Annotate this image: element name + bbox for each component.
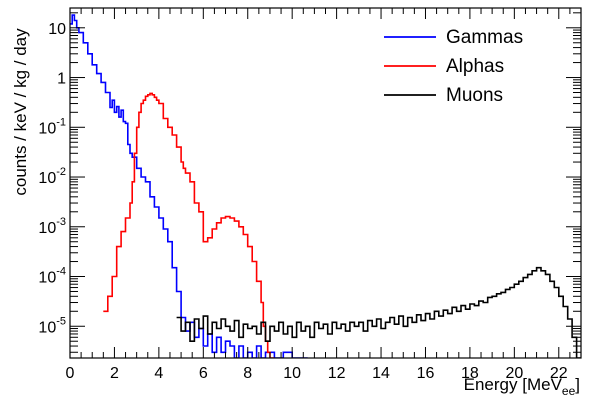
x-tick-label: 8 (243, 365, 252, 382)
series-line-alphas (103, 92, 275, 358)
y-tick-label: 10-5 (38, 315, 66, 336)
x-axis-title-main: Energy [MeV (464, 375, 563, 394)
x-axis-title-close: ] (575, 375, 580, 394)
legend-label-gammas: Gammas (446, 27, 523, 48)
x-tick-label: 18 (461, 365, 479, 382)
legend: Gammas Alphas Muons (384, 27, 523, 106)
y-tick-label: 10 (48, 21, 66, 38)
y-tick-label: 10-3 (38, 216, 66, 237)
series-line-muons (176, 266, 581, 358)
x-tick-label: 10 (283, 365, 301, 382)
x-axis-title: Energy [MeVee] (464, 375, 580, 398)
x-tick-label: 16 (417, 365, 435, 382)
x-tick-label: 20 (505, 365, 523, 382)
x-tick-label: 0 (66, 365, 75, 382)
y-axis-title: counts / keV / kg / day (11, 28, 30, 196)
y-tick-label: 10-2 (38, 166, 66, 187)
x-tick-label: 14 (372, 365, 390, 382)
x-tick-label: 12 (328, 365, 346, 382)
series-line-gammas (70, 14, 308, 358)
x-axis-title-subscript: ee (562, 384, 576, 398)
x-tick-label: 6 (199, 365, 208, 382)
y-tick-label: 10-1 (38, 116, 66, 137)
series-layer (70, 14, 581, 358)
plot-border (69, 7, 582, 359)
y-tick-label: 10-4 (38, 266, 66, 287)
x-axis: 0 2 4 6 8 10 12 14 16 18 20 22 (66, 8, 582, 382)
x-tick-label: 2 (110, 365, 119, 382)
legend-label-muons: Muons (446, 85, 503, 106)
y-tick-label: 1 (57, 71, 66, 88)
plot-frame (69, 7, 582, 359)
y-axis: 10 1 10-1 10-2 10-3 10-4 10-5 (38, 12, 581, 353)
legend-label-alphas: Alphas (446, 56, 504, 77)
x-tick-label: 22 (550, 365, 568, 382)
x-tick-label: 4 (154, 365, 163, 382)
